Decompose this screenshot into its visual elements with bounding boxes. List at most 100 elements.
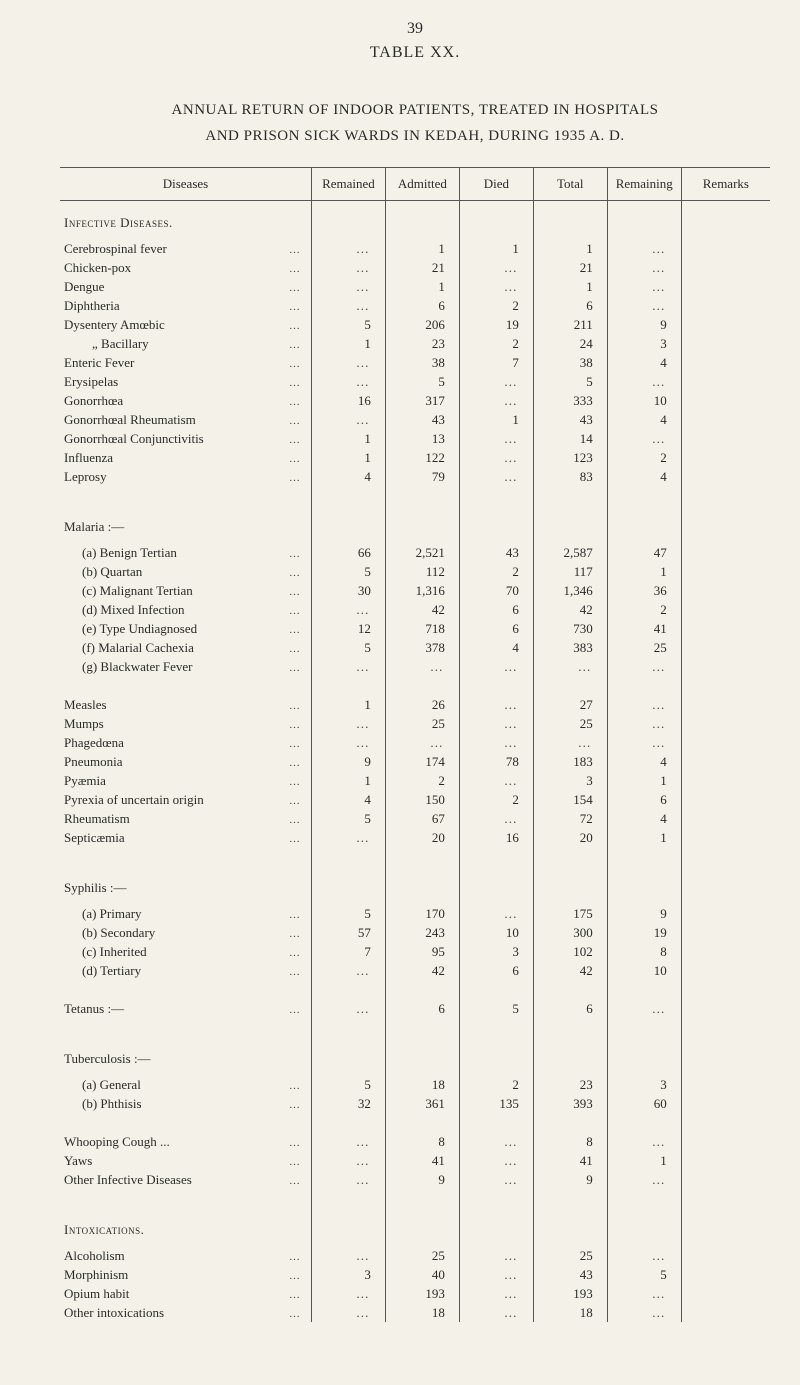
trailing-dots: … — [289, 1270, 307, 1282]
trailing-dots: … — [289, 415, 307, 427]
admitted-cell: 2 — [385, 771, 459, 790]
disease-label: Alcoholism — [64, 1248, 125, 1264]
spacer-cell — [607, 1113, 681, 1132]
disease-cell: Pyrexia of uncertain origin… — [60, 790, 311, 809]
remained-cell: … — [311, 657, 385, 676]
trailing-dots: … — [289, 700, 307, 712]
disease-label: (b) Secondary — [64, 925, 155, 941]
died-cell: … — [459, 448, 533, 467]
remaining-cell: 4 — [607, 410, 681, 429]
total-cell: 38 — [533, 353, 607, 372]
admitted-cell: 20 — [385, 828, 459, 847]
table-row: (d) Tertiary……4264210 — [60, 961, 770, 980]
disease-cell: „ Bacillary… — [60, 334, 311, 353]
remarks-cell — [681, 467, 770, 486]
table-row: Septicæmia……2016201 — [60, 828, 770, 847]
admitted-cell: 243 — [385, 923, 459, 942]
remained-cell: 9 — [311, 752, 385, 771]
admitted-cell: 6 — [385, 999, 459, 1018]
total-cell: 175 — [533, 904, 607, 923]
disease-cell: Cerebrospinal fever… — [60, 239, 311, 258]
remarks-cell — [681, 600, 770, 619]
ellipsis: … — [652, 1305, 667, 1320]
died-cell: 2 — [459, 790, 533, 809]
ellipsis: … — [504, 450, 519, 465]
empty-cell — [459, 201, 533, 240]
admitted-cell: 95 — [385, 942, 459, 961]
total-cell: 154 — [533, 790, 607, 809]
spacer-cell — [385, 676, 459, 695]
section-label: Infective Diseases. — [60, 201, 311, 240]
remaining-cell: 19 — [607, 923, 681, 942]
ellipsis: … — [356, 412, 371, 427]
remaining-cell: 3 — [607, 1075, 681, 1094]
admitted-cell: 112 — [385, 562, 459, 581]
empty-cell — [459, 866, 533, 904]
report-title: ANNUAL RETURN OF INDOOR PATIENTS, TREATE… — [60, 98, 770, 149]
empty-cell — [607, 866, 681, 904]
ellipsis: … — [504, 374, 519, 389]
total-cell: 1 — [533, 239, 607, 258]
total-cell: 117 — [533, 562, 607, 581]
disease-label: Chicken-pox — [64, 260, 131, 276]
remarks-cell — [681, 410, 770, 429]
remarks-cell — [681, 1265, 770, 1284]
admitted-cell: 25 — [385, 1246, 459, 1265]
remaining-cell: … — [607, 296, 681, 315]
trailing-dots: … — [289, 358, 307, 370]
remained-cell: … — [311, 296, 385, 315]
admitted-cell: 23 — [385, 334, 459, 353]
admitted-cell: 193 — [385, 1284, 459, 1303]
spacer-cell — [385, 486, 459, 505]
disease-cell: (a) Primary… — [60, 904, 311, 923]
trailing-dots: … — [289, 263, 307, 275]
remaining-cell: 4 — [607, 353, 681, 372]
col-remarks: Remarks — [681, 168, 770, 201]
admitted-cell: 378 — [385, 638, 459, 657]
total-cell: 43 — [533, 1265, 607, 1284]
died-cell: 135 — [459, 1094, 533, 1113]
disease-label: Tetanus :— — [64, 1001, 124, 1017]
spacer-cell — [607, 676, 681, 695]
admitted-cell: 38 — [385, 353, 459, 372]
remarks-cell — [681, 581, 770, 600]
ellipsis: … — [356, 1305, 371, 1320]
trailing-dots: … — [289, 605, 307, 617]
ellipsis: … — [504, 1134, 519, 1149]
trailing-dots: … — [289, 282, 307, 294]
remarks-cell — [681, 771, 770, 790]
admitted-cell: 5 — [385, 372, 459, 391]
disease-label: Morphinism — [64, 1267, 128, 1283]
spacer-cell — [459, 486, 533, 505]
disease-cell: Diphtheria… — [60, 296, 311, 315]
spacer-cell — [311, 980, 385, 999]
remaining-cell: … — [607, 1132, 681, 1151]
disease-cell: Erysipelas… — [60, 372, 311, 391]
remained-cell: 1 — [311, 771, 385, 790]
died-cell: … — [459, 1170, 533, 1189]
total-cell: 6 — [533, 999, 607, 1018]
remaining-cell: … — [607, 714, 681, 733]
spacer-cell — [311, 847, 385, 866]
trailing-dots: … — [289, 1137, 307, 1149]
remarks-cell — [681, 828, 770, 847]
admitted-cell: 1 — [385, 239, 459, 258]
remained-cell: … — [311, 1246, 385, 1265]
empty-cell — [533, 1037, 607, 1075]
remarks-cell — [681, 999, 770, 1018]
remarks-cell — [681, 1151, 770, 1170]
empty-cell — [533, 1208, 607, 1246]
disease-cell: (f) Malarial Cachexia… — [60, 638, 311, 657]
died-cell: 3 — [459, 942, 533, 961]
ellipsis: … — [652, 659, 667, 674]
empty-cell — [459, 505, 533, 543]
disease-cell: Morphinism … — [60, 1265, 311, 1284]
ellipsis: … — [652, 1172, 667, 1187]
remaining-cell: 6 — [607, 790, 681, 809]
remarks-cell — [681, 543, 770, 562]
ellipsis: … — [356, 716, 371, 731]
died-cell: 10 — [459, 923, 533, 942]
disease-label: Enteric Fever — [64, 355, 134, 371]
remarks-cell — [681, 372, 770, 391]
died-cell: 2 — [459, 334, 533, 353]
